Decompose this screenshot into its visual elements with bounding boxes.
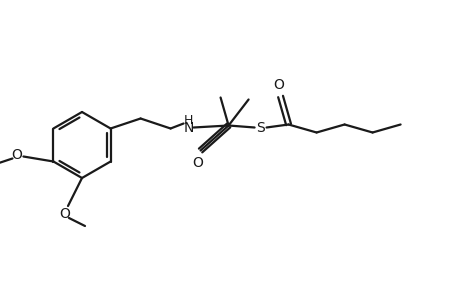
Text: O: O bbox=[11, 148, 22, 161]
Text: O: O bbox=[192, 155, 202, 170]
Text: H: H bbox=[184, 114, 193, 127]
Text: N: N bbox=[183, 121, 193, 134]
Text: O: O bbox=[59, 207, 70, 221]
Text: O: O bbox=[273, 77, 283, 92]
Text: S: S bbox=[256, 121, 264, 134]
